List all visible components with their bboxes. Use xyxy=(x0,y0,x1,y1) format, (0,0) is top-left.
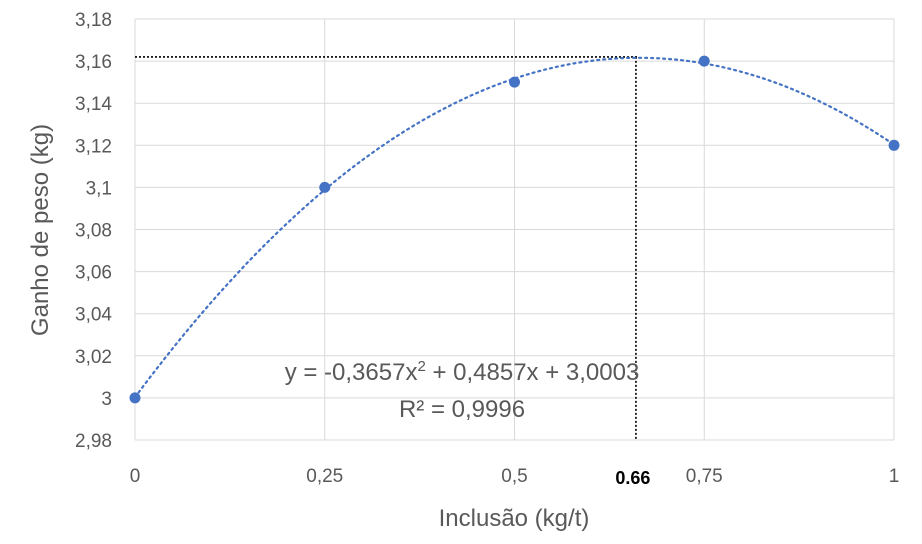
y-tick-label: 3,12 xyxy=(75,136,112,157)
y-axis-tick-labels: 2,98 3 3,02 3,04 3,06 3,08 3,1 3,12 3,14 3,16 3,18 xyxy=(75,10,112,452)
x-tick-label: 0 xyxy=(130,466,141,487)
y-tick-label: 3,16 xyxy=(75,52,112,73)
y-tick-label: 3,06 xyxy=(75,263,112,284)
data-point xyxy=(509,76,520,88)
data-point xyxy=(129,392,141,404)
y-tick-label: 3,1 xyxy=(86,178,112,199)
x-tick-label: 0,5 xyxy=(501,466,527,487)
y-tick-label: 3,18 xyxy=(75,10,112,31)
y-tick-label: 3,02 xyxy=(75,347,112,368)
y-axis-title: Ganho de peso (kg) xyxy=(27,124,54,336)
y-tick-label: 3,04 xyxy=(75,305,112,326)
x-axis-tick-labels: 0 0,25 0,5 0,75 1 xyxy=(130,466,900,487)
r-squared-label: R² = 0,9996 xyxy=(399,396,525,423)
trendline-equation: y = -0,3657x2 + 0,4857x + 3,0003 xyxy=(285,358,640,386)
x-tick-label: 1 xyxy=(889,466,900,487)
x-tick-label: 0,75 xyxy=(686,466,723,487)
y-tick-label: 3,08 xyxy=(75,221,112,242)
x-tick-label: 0,25 xyxy=(306,466,343,487)
x-axis-title: Inclusão (kg/t) xyxy=(439,505,590,532)
y-tick-label: 3,14 xyxy=(75,94,112,115)
data-point xyxy=(698,55,710,67)
grid-lines xyxy=(134,18,895,441)
y-tick-label: 3 xyxy=(101,389,112,410)
y-tick-label: 2,98 xyxy=(75,431,112,452)
data-point xyxy=(888,139,900,151)
data-points xyxy=(129,55,900,404)
optimum-x-label: 0.66 xyxy=(615,468,650,488)
data-point xyxy=(319,181,331,193)
